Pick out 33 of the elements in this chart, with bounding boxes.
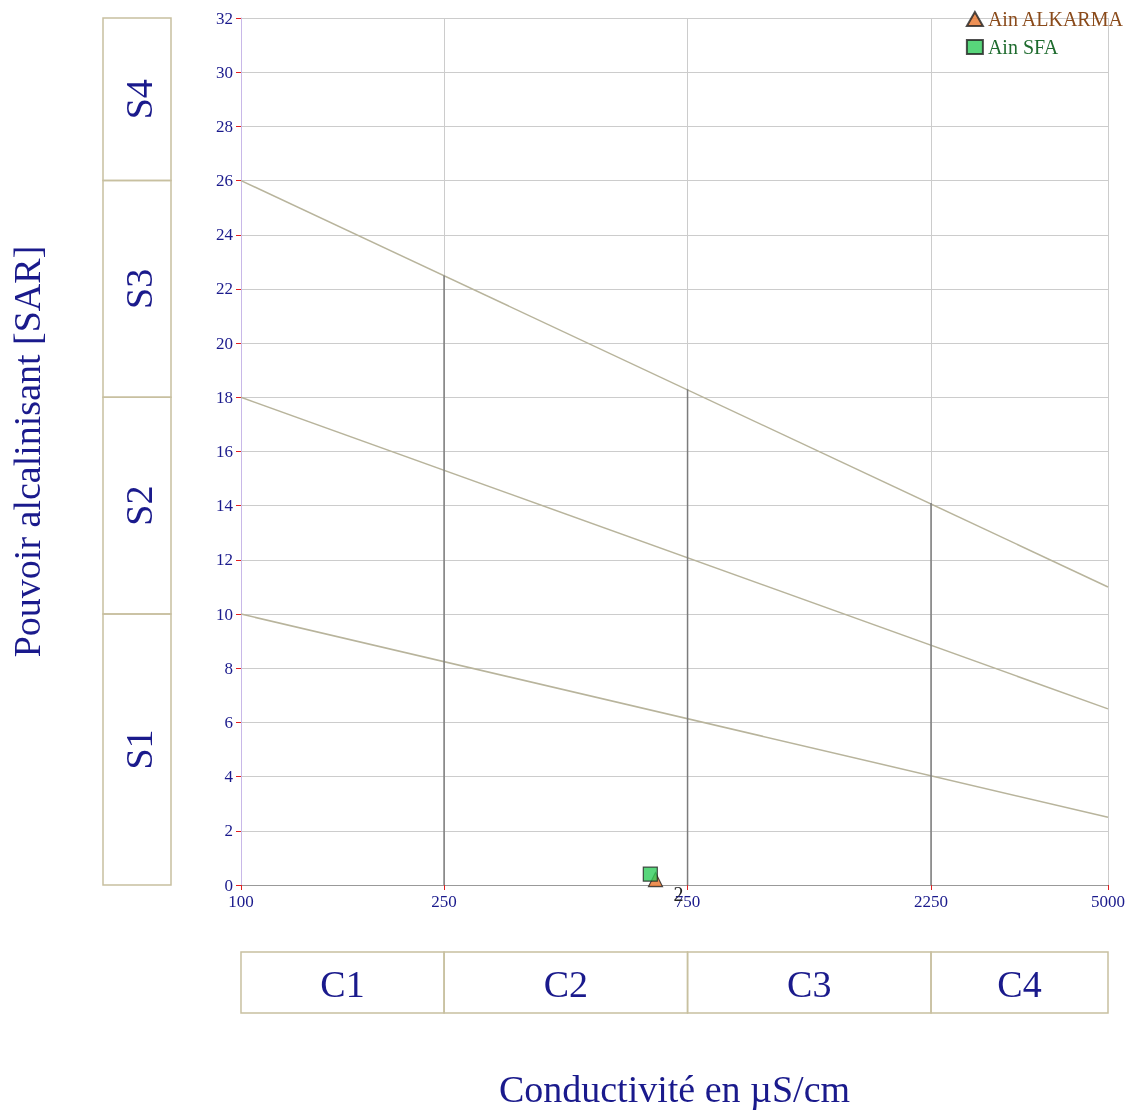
text: S4 <box>118 79 160 120</box>
y-tick-label: 8 <box>224 658 233 678</box>
y-tick-label: 28 <box>216 116 233 136</box>
y-tick-label: 20 <box>216 333 233 353</box>
y-tick-label: 6 <box>224 712 233 732</box>
text: C2 <box>543 963 588 1005</box>
y-tick-label: 22 <box>216 279 233 299</box>
y-tick-label: 12 <box>216 550 233 570</box>
x-tick-label: 250 <box>431 892 457 911</box>
legend-label: Ain ALKARMA <box>987 8 1124 30</box>
x-axis-title: Conductivité en µS/cm <box>498 1068 851 1110</box>
text: C4 <box>997 963 1042 1005</box>
text: S1 <box>118 729 160 770</box>
y-tick-label: 18 <box>216 387 233 407</box>
text: S3 <box>118 268 160 310</box>
y-tick-label: 30 <box>216 62 233 82</box>
text: S2 <box>118 485 160 526</box>
legend-label: Ain SFA <box>987 36 1059 58</box>
y-tick-label: 24 <box>216 225 234 245</box>
text: C1 <box>320 963 365 1005</box>
x-tick-label: 100 <box>228 892 254 911</box>
y-axis-title: Pouvoir alcalinisant [SAR] <box>6 245 48 658</box>
y-tick-label: 14 <box>216 496 234 516</box>
y-tick-label: 0 <box>224 875 233 895</box>
y-tick-label: 16 <box>216 442 233 461</box>
x-tick-label: 2250 <box>914 892 949 911</box>
x-tick-label: 5000 <box>1091 892 1125 911</box>
y-tick-label: 2 <box>224 821 233 841</box>
y-tick-label: 26 <box>216 171 233 191</box>
y-tick-label: 32 <box>216 8 233 28</box>
y-tick-label: 4 <box>224 767 234 787</box>
y-tick-label: 10 <box>216 604 233 624</box>
text: C3 <box>787 963 832 1005</box>
